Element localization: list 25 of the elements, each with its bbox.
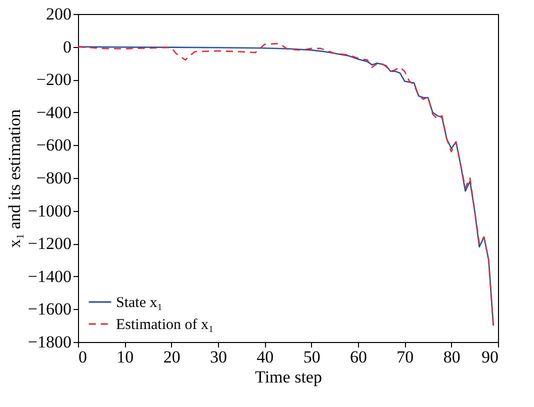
y-tick-label: −1600 [28,300,72,319]
y-tick-label: −800 [36,168,72,188]
x-tick-label: 80 [443,348,460,366]
x-axis-title: Time step [255,368,322,386]
x-tick-label: 90 [482,348,498,366]
x-tick-label: 10 [116,348,134,366]
x-tick-label: 0 [78,348,87,366]
y-tick-label: −400 [36,102,72,122]
x-tick-label: 40 [256,348,274,366]
x-tick-label: 60 [350,348,367,366]
x-tick-label: 70 [396,348,414,366]
y-tick-label: −1200 [28,234,72,254]
y-tick-label: −1400 [28,266,72,286]
legend-label: State x₁ [116,295,162,311]
y-tick-label: 200 [46,4,72,24]
x-tick-label: 20 [163,348,180,366]
y-axis-title: x₁ and its estimation [4,108,24,248]
x-tick-label: 50 [303,348,320,366]
y-tick-label: −200 [36,70,72,90]
legend-label: Estimation of x₁ [116,317,214,333]
y-tick-label: −600 [36,136,72,155]
y-tick-label: −1000 [28,201,72,220]
x-tick-label: 30 [210,348,227,366]
y-tick-label: −1800 [28,332,72,352]
y-tick-label: 0 [63,37,72,56]
